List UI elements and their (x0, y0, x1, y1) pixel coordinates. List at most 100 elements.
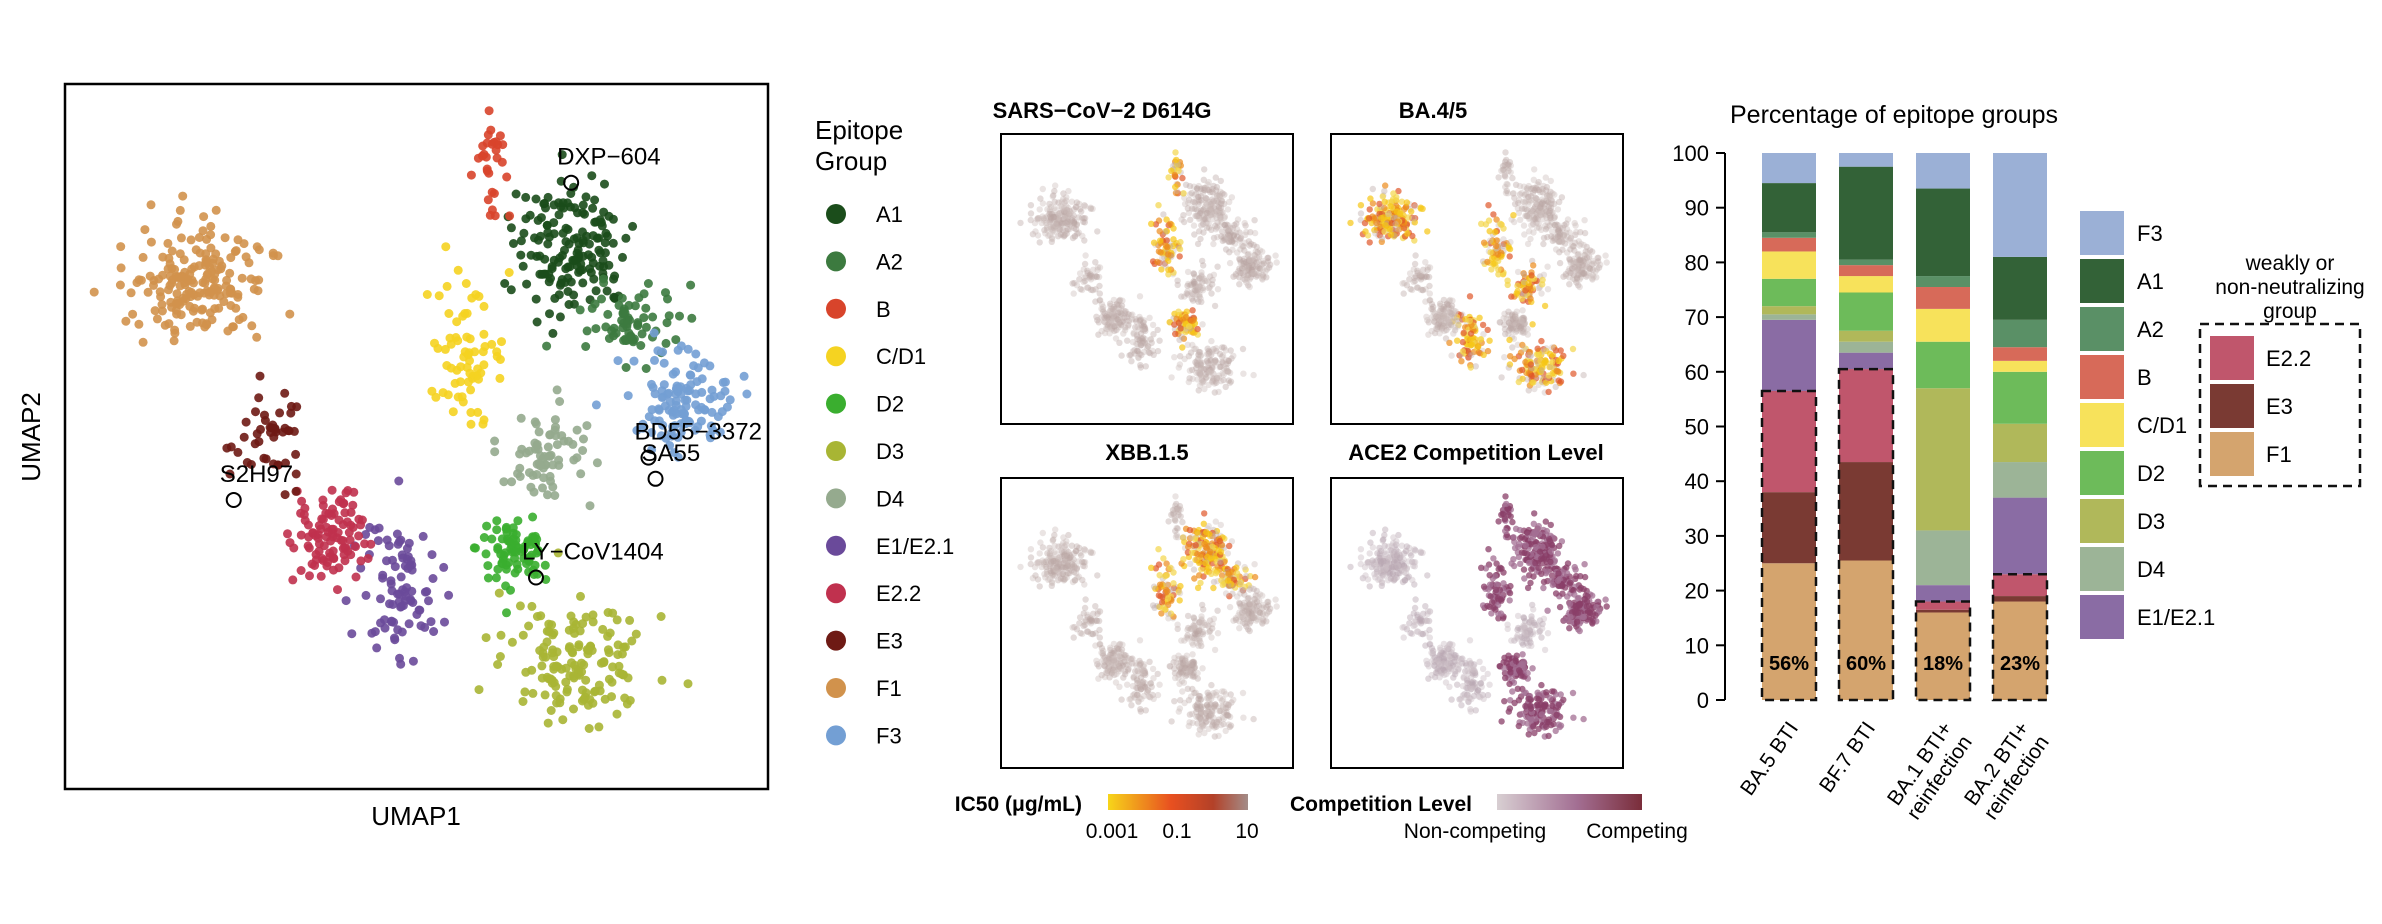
mini-point-f3 (1243, 609, 1250, 616)
mini-point-d2 (1183, 657, 1190, 665)
umap-point-d3 (546, 706, 556, 715)
umap-point-e2-2 (303, 541, 313, 551)
umap-point-d3 (527, 665, 537, 675)
umap-point-e2-2 (311, 549, 321, 559)
mini-point-d3 (1197, 705, 1205, 712)
mini-point-c-d1 (1493, 237, 1500, 244)
umap-point-d4 (592, 458, 602, 468)
umap-point-d3 (578, 619, 588, 629)
mini-point-a1 (1221, 200, 1228, 208)
mini-point-f1 (1396, 210, 1404, 217)
mini-point-e1-e2-1 (1130, 329, 1137, 337)
umap-point-e2-2 (310, 531, 320, 540)
mini-point-d4 (1538, 290, 1545, 297)
umap-point-f1 (187, 264, 197, 274)
mini-point-a1 (1194, 206, 1201, 214)
mini-point-d3 (1225, 377, 1232, 384)
mini-point-a1 (1212, 187, 1220, 194)
umap-point-c-d1 (495, 355, 505, 364)
mini-point-a1 (1209, 185, 1216, 193)
mini-point-e1-e2-1 (1154, 691, 1162, 699)
umap-point-d4 (499, 477, 509, 487)
umap-point-d3 (613, 640, 623, 650)
umap-point-e1-e2-1 (393, 539, 403, 549)
umap-point-c-d1 (463, 377, 473, 387)
umap-point-a2 (633, 321, 643, 331)
mini-point-f3 (1247, 600, 1254, 607)
mini-point-d3 (1194, 720, 1201, 727)
mini-point-e2-2 (1452, 308, 1459, 315)
mini-point-f1 (1017, 219, 1024, 227)
mini-point-d3 (1168, 374, 1175, 381)
umap-point-d3 (627, 636, 637, 646)
mini-point-e2-2 (1120, 674, 1127, 681)
umap-point-a1 (558, 228, 568, 238)
mini-point-a1 (1201, 214, 1208, 222)
umap-point-a1 (602, 286, 612, 296)
mini-point-f1 (1382, 222, 1389, 229)
mini-point-a1 (1525, 215, 1533, 223)
mini-point-e2-2 (1102, 325, 1110, 332)
umap-point-d2 (487, 534, 497, 544)
umap-point-d3 (588, 698, 598, 708)
umap-point-a2 (617, 293, 627, 303)
mini-point-d3 (1213, 689, 1220, 696)
mini-point-d3 (1210, 346, 1217, 353)
mini-point-a1 (1195, 196, 1202, 203)
umap-point-d4 (534, 427, 544, 437)
umap-point-d3 (588, 617, 598, 627)
umap-point-a2 (581, 342, 591, 351)
umap-point-f3 (670, 421, 680, 431)
annotation-marker-dxp-604 (563, 174, 580, 191)
umap-point-a2 (661, 338, 671, 348)
mini-point-d3 (1506, 336, 1513, 344)
annotation-marker-bd55-3372 (640, 449, 657, 466)
umap-point-f3 (649, 328, 659, 338)
mini-point-b (1180, 534, 1187, 541)
mini-point-a2 (1217, 558, 1224, 565)
mini-point-a2 (1226, 230, 1234, 237)
mini-point-c-d1 (1154, 258, 1161, 266)
mini-point-a1 (1192, 198, 1199, 205)
mini-point-d2 (1175, 308, 1182, 315)
mini-point-a2 (1251, 573, 1259, 581)
mini-point-a2 (1221, 233, 1228, 241)
mini-point-a2 (1237, 234, 1245, 242)
umap-point-d3 (551, 682, 561, 691)
umap-point-b (466, 170, 476, 180)
umap-point-d3 (683, 679, 693, 689)
umap-point-e1-e2-1 (428, 574, 438, 583)
mini-point-e2-2 (1118, 302, 1126, 309)
mini-point-c-d1 (1497, 220, 1504, 227)
mini-point-a1 (1205, 207, 1213, 214)
mini-point-d3 (1195, 351, 1203, 358)
epitope-legend-swatch-a2 (826, 251, 846, 272)
mini-point-d3 (1519, 366, 1526, 374)
umap-point-d3 (598, 624, 608, 634)
umap-point-a1 (580, 209, 589, 219)
annotation-label-s2h97: S2H97 (220, 461, 293, 488)
mini-point-e2-2 (1442, 335, 1450, 342)
mini-point-e1-e2-1 (1118, 352, 1125, 359)
mini-point-a2 (1229, 237, 1236, 245)
mini-point-f3 (1556, 259, 1564, 267)
umap-point-f3 (680, 395, 690, 405)
epitope-legend-swatch-d4 (826, 488, 846, 509)
umap-point-c-d1 (422, 290, 432, 299)
mini-point-a1 (1515, 199, 1522, 207)
umap-point-f1 (170, 264, 180, 274)
umap-point-d3 (569, 704, 578, 714)
umap-point-a1 (581, 192, 591, 202)
umap-point-a1 (565, 262, 575, 272)
mini-point-f1 (1048, 234, 1056, 241)
mini-point-d2 (1179, 344, 1186, 351)
mini-point-a1 (1524, 529, 1531, 536)
mini-point-d3 (1525, 351, 1533, 358)
mini-point-a1 (1201, 205, 1208, 212)
epitope-legend-label-d3: D3 (876, 439, 904, 464)
mini-point-f3 (1254, 593, 1261, 600)
umap-point-d3 (577, 658, 586, 668)
mini-point-d3 (1215, 388, 1222, 396)
